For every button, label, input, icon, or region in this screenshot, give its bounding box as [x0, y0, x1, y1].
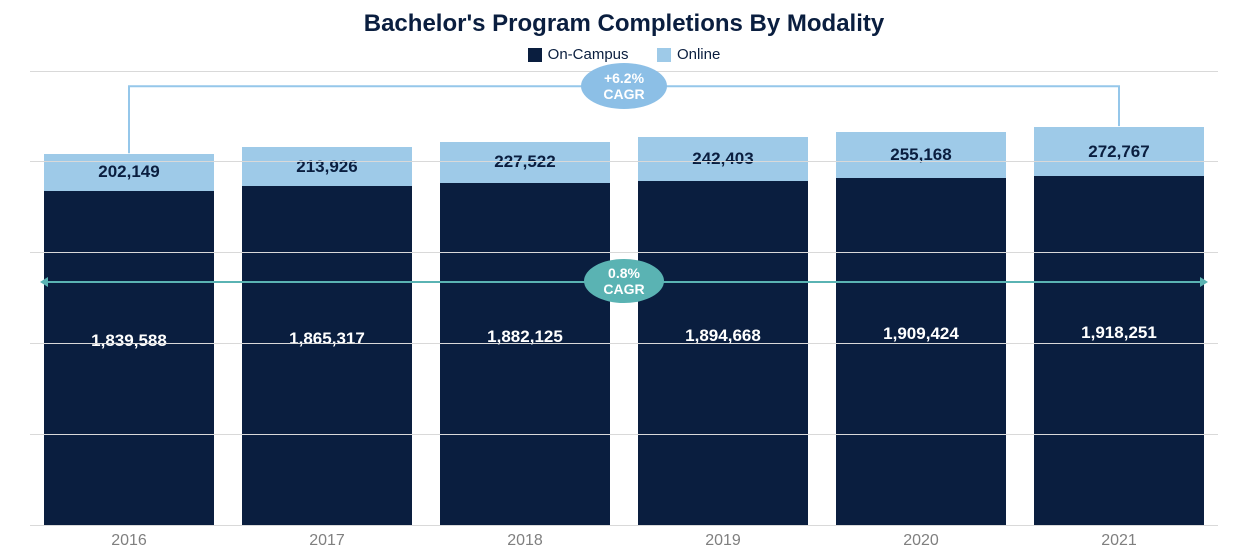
legend-item-oncampus: On-Campus — [528, 46, 629, 63]
top-cagr-badge: +6.2% CAGR — [581, 63, 667, 109]
mid-cagr-arrow-right — [1200, 277, 1208, 287]
chart-title: Bachelor's Program Completions By Modali… — [30, 10, 1218, 38]
mid-cagr-line1: 0.8% — [608, 265, 640, 281]
legend-label-oncampus: On-Campus — [548, 46, 629, 63]
plot-area: 202,1491,839,588213,9261,865,317227,5221… — [30, 71, 1218, 526]
legend-swatch-online — [657, 48, 671, 62]
legend-label-online: Online — [677, 46, 720, 63]
mid-cagr-line2: CAGR — [603, 281, 644, 297]
x-tick-label: 2018 — [440, 532, 610, 550]
mid-cagr-badge: 0.8% CAGR — [584, 259, 664, 303]
x-axis: 2016 2017 2018 2019 2020 2021 — [30, 532, 1218, 550]
top-cagr-line1: +6.2% — [604, 70, 644, 86]
chart-container: Bachelor's Program Completions By Modali… — [0, 0, 1248, 560]
legend-swatch-oncampus — [528, 48, 542, 62]
top-cagr-line2: CAGR — [603, 86, 644, 102]
x-tick-label: 2020 — [836, 532, 1006, 550]
x-tick-label: 2016 — [44, 532, 214, 550]
x-tick-label: 2021 — [1034, 532, 1204, 550]
legend-item-online: Online — [657, 46, 720, 63]
x-tick-label: 2017 — [242, 532, 412, 550]
mid-cagr-arrow-left — [40, 277, 48, 287]
x-tick-label: 2019 — [638, 532, 808, 550]
